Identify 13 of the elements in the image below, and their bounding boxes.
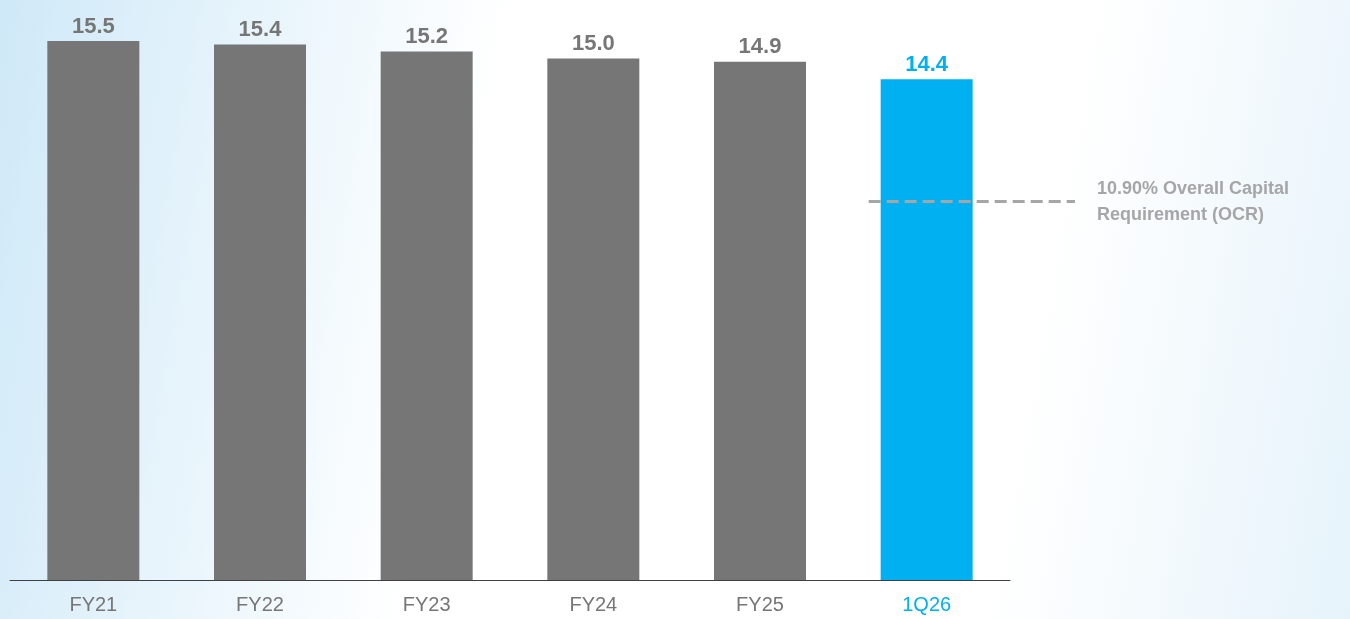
x-tick-label: FY25 [736, 593, 784, 615]
x-tick-label: 1Q26 [902, 593, 952, 615]
data-label: 15.0 [571, 29, 615, 55]
x-tick-label: FY22 [236, 593, 284, 615]
data-label: 14.9 [738, 33, 782, 59]
data-label: 15.5 [71, 12, 115, 38]
x-tick-label: FY24 [569, 593, 618, 615]
ref-line-label: 10.90% Overall Capital Requirement (OCR) [1097, 177, 1295, 224]
x-tick-label: FY23 [402, 593, 451, 615]
x-tick-label: FY21 [69, 593, 118, 615]
data-label: 14.4 [905, 50, 949, 76]
data-label: 15.4 [238, 15, 283, 41]
data-label: 15.2 [405, 22, 449, 48]
